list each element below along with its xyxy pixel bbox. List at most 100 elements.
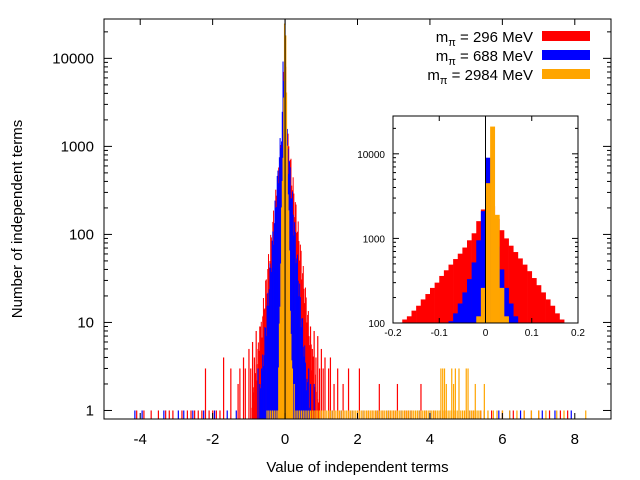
histogram-bar xyxy=(262,354,264,419)
histogram-bar xyxy=(278,323,280,419)
histogram-bar xyxy=(541,410,543,419)
histogram-bar xyxy=(585,410,587,419)
histogram-bar xyxy=(265,327,267,419)
x-tick-label: 8 xyxy=(571,431,579,448)
histogram-bar xyxy=(253,357,255,419)
histogram-bar xyxy=(262,298,264,419)
histogram-bar xyxy=(268,289,270,419)
histogram-bar xyxy=(311,370,313,419)
histogram-bar xyxy=(294,232,296,419)
inset-x-tick-label: 0 xyxy=(483,328,489,339)
histogram-bar xyxy=(296,254,298,419)
legend-entry: mπ = 2984 MeV xyxy=(427,67,590,87)
inset-histogram-bar xyxy=(517,258,523,323)
histogram-bar xyxy=(471,410,473,419)
inset-histogram-bar xyxy=(541,292,546,323)
histogram-bar xyxy=(306,410,308,419)
legend-swatch xyxy=(542,69,590,79)
inset-histogram-bar xyxy=(480,211,486,323)
histogram-bar xyxy=(338,410,341,419)
histogram-bar xyxy=(250,407,252,419)
histogram-bar xyxy=(272,231,274,419)
histogram-bar xyxy=(190,410,192,419)
histogram-bar xyxy=(270,267,272,419)
histogram-bar xyxy=(335,410,337,419)
histogram-bar xyxy=(400,410,402,419)
histogram-bar xyxy=(291,368,294,419)
histogram-bar xyxy=(434,410,437,419)
histogram-bar xyxy=(256,380,258,419)
histogram-bar xyxy=(270,271,272,419)
histogram-bar xyxy=(299,297,301,419)
histogram-bar xyxy=(267,292,269,419)
inset-histogram-bar xyxy=(480,287,486,323)
histogram-bar xyxy=(230,368,232,419)
histogram-bar xyxy=(349,410,351,419)
histogram-bar xyxy=(556,410,558,419)
histogram-bar xyxy=(303,356,305,419)
inset-histogram-bar xyxy=(453,259,459,323)
histogram-bar xyxy=(286,92,288,419)
histogram-bar xyxy=(442,368,444,419)
histogram-bar xyxy=(269,263,271,419)
histogram-bar xyxy=(306,378,308,419)
inset-histogram-bar xyxy=(499,287,505,323)
histogram-bar xyxy=(465,368,467,419)
histogram-bar xyxy=(360,410,362,419)
inset-histogram-bar xyxy=(536,285,542,323)
histogram-bar xyxy=(239,368,241,419)
histogram-bar xyxy=(322,368,324,419)
histogram-bar xyxy=(317,399,319,419)
histogram-bar xyxy=(282,157,284,419)
histogram-bar xyxy=(251,341,254,419)
histogram-bar xyxy=(445,383,447,419)
histogram-bar xyxy=(197,410,199,419)
histogram-bar xyxy=(168,410,170,419)
inset-histogram-bar xyxy=(550,305,556,323)
histogram-bar xyxy=(313,383,315,419)
x-tick-label: 6 xyxy=(498,431,506,448)
histogram-bar xyxy=(293,383,295,419)
histogram-bar xyxy=(315,391,317,419)
inset-x-tick-label: 0.2 xyxy=(571,328,585,339)
histogram-bar xyxy=(309,345,311,419)
histogram-bar xyxy=(294,222,296,419)
histogram-bar xyxy=(318,410,321,419)
inset-histogram-bar xyxy=(420,299,426,323)
histogram-bar xyxy=(242,357,245,419)
histogram-bar xyxy=(405,410,408,419)
histogram-bar xyxy=(203,410,205,419)
inset-x-tick-label: 0.1 xyxy=(525,328,539,339)
histogram-bar xyxy=(215,410,217,419)
inset-histogram-bar xyxy=(439,275,445,323)
histogram-bar xyxy=(538,410,540,419)
histogram-bar xyxy=(278,367,280,419)
histogram-bar xyxy=(271,410,274,419)
inset-y-tick-label: 1000 xyxy=(363,234,386,245)
histogram-bar xyxy=(480,410,482,419)
histogram-bar xyxy=(512,410,514,419)
histogram-bar xyxy=(427,410,429,419)
histogram-bar xyxy=(373,410,375,419)
histogram-bar xyxy=(309,407,311,419)
histogram-bar xyxy=(333,383,335,419)
histogram-bar xyxy=(384,410,386,419)
histogram-bar xyxy=(297,280,299,419)
histogram-bar xyxy=(268,305,270,419)
x-axis-ticks: -4 -2 0 2 4 6 8 xyxy=(134,19,579,448)
histogram-bar xyxy=(402,410,404,419)
histogram-bar xyxy=(257,368,259,419)
histogram-bar xyxy=(467,368,469,419)
histogram-bar xyxy=(340,410,342,419)
histogram-bar xyxy=(279,306,281,419)
legend-swatch xyxy=(542,50,590,60)
inset-histogram-bar xyxy=(402,319,408,323)
histogram-bar xyxy=(265,336,267,419)
histogram-bar xyxy=(333,410,335,419)
inset-histogram-bar xyxy=(434,282,440,323)
x-axis-label: Value of independent terms xyxy=(266,459,448,476)
histogram-bar xyxy=(407,410,409,419)
histogram-bar xyxy=(304,410,306,419)
histogram-bar xyxy=(328,368,330,419)
